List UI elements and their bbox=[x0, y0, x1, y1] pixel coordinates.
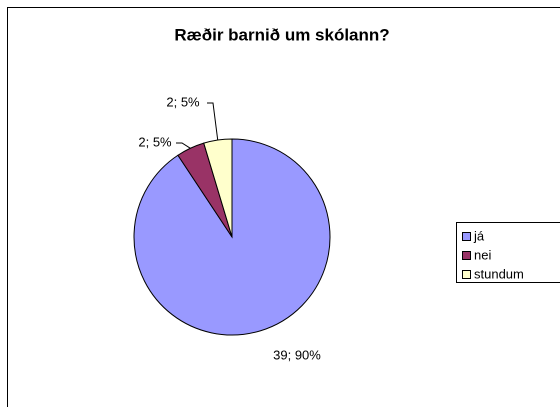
legend-label: stundum bbox=[474, 266, 524, 281]
leader-line bbox=[176, 142, 191, 149]
pie-slice bbox=[133, 138, 331, 336]
legend-label: nei bbox=[474, 247, 491, 262]
legend-label: já bbox=[473, 228, 485, 243]
data-label: 39; 90% bbox=[273, 347, 321, 362]
data-label: 2; 5% bbox=[166, 94, 200, 109]
legend-swatch bbox=[462, 251, 471, 260]
chart-title: Ræðir barnið um skólann? bbox=[174, 25, 389, 44]
legend-box bbox=[456, 222, 560, 283]
legend-swatch bbox=[462, 232, 471, 241]
data-label: 2; 5% bbox=[138, 134, 172, 149]
leader-line bbox=[207, 102, 219, 141]
legend-swatch bbox=[462, 270, 471, 279]
